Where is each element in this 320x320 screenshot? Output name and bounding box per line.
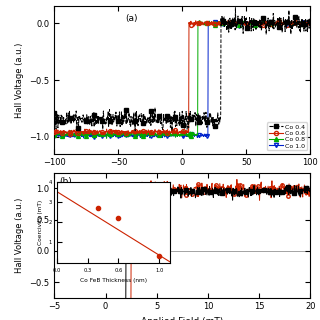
Legend: Co 0.4, Co 0.6, Co 0.8, Co 1.0: Co 0.4, Co 0.6, Co 0.8, Co 1.0 [267,123,307,150]
X-axis label: Applied Field (mT): Applied Field (mT) [141,317,224,320]
Y-axis label: Hall Voltage (a.u.): Hall Voltage (a.u.) [15,42,24,118]
Text: (b): (b) [60,177,72,186]
Y-axis label: Hall Voltage (a.u.): Hall Voltage (a.u.) [15,197,24,273]
X-axis label: Applied Field (mT): Applied Field (mT) [141,173,224,182]
Text: (a): (a) [125,14,138,23]
